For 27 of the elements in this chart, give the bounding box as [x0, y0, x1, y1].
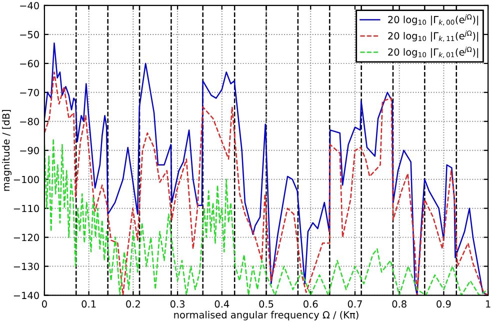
y-tick-label: −120: [14, 234, 39, 242]
x-tick-label: 0.5: [259, 300, 274, 308]
y-tick-label: −60: [20, 60, 39, 68]
x-tick-label: 0.2: [126, 300, 140, 308]
y-tick-label: −90: [20, 146, 39, 154]
x-tick-label: 0.8: [392, 300, 406, 308]
y-tick-label: −140: [14, 292, 39, 300]
x-axis-title: normalised angular frequency Ω / (Kπ): [174, 310, 358, 320]
x-tick-label: 0.6: [304, 300, 318, 308]
y-tick-label: −40: [20, 2, 39, 10]
legend-label: 20 log$_{10}$ |Γ$_{k,00}$(e$^{jΩ}$)|: [388, 14, 478, 26]
x-tick-label: 1: [486, 300, 490, 308]
y-tick-label: −100: [14, 176, 39, 184]
x-tick-label: 0.4: [214, 300, 230, 308]
x-tick-label: 0.1: [82, 300, 96, 308]
x-tick-label: 0.9: [436, 300, 451, 308]
x-tick-label: 0: [42, 300, 47, 308]
x-tick-label: 0.7: [348, 300, 362, 308]
x-tick-label: 0.3: [170, 300, 184, 308]
y-tick-label: −110: [14, 204, 39, 212]
y-tick-label: −130: [14, 262, 39, 270]
legend-label: 20 log$_{10}$ |Γ$_{k,01}$(e$^{jΩ}$)|: [388, 46, 478, 58]
y-tick-label: −80: [20, 118, 39, 126]
y-axis-title: magnitude / [dB]: [2, 110, 12, 191]
y-tick-label: −50: [20, 30, 39, 38]
y-tick-label: −70: [20, 88, 39, 96]
legend-label: 20 log$_{10}$ |Γ$_{k,11}$(e$^{jΩ}$)|: [388, 30, 478, 42]
